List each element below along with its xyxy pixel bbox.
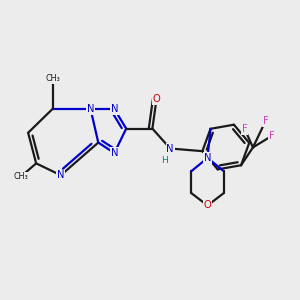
- Text: N: N: [167, 143, 174, 154]
- Text: H: H: [161, 156, 168, 165]
- Text: N: N: [204, 153, 211, 163]
- Text: N: N: [111, 148, 118, 158]
- Text: N: N: [57, 170, 64, 180]
- Text: N: N: [111, 104, 118, 114]
- Text: O: O: [153, 94, 160, 104]
- Text: F: F: [268, 131, 274, 141]
- Text: CH₃: CH₃: [45, 74, 60, 83]
- Text: O: O: [204, 200, 212, 211]
- Text: F: F: [262, 116, 268, 126]
- Text: CH₃: CH₃: [13, 172, 28, 181]
- Text: F: F: [242, 124, 247, 134]
- Text: N: N: [87, 104, 94, 114]
